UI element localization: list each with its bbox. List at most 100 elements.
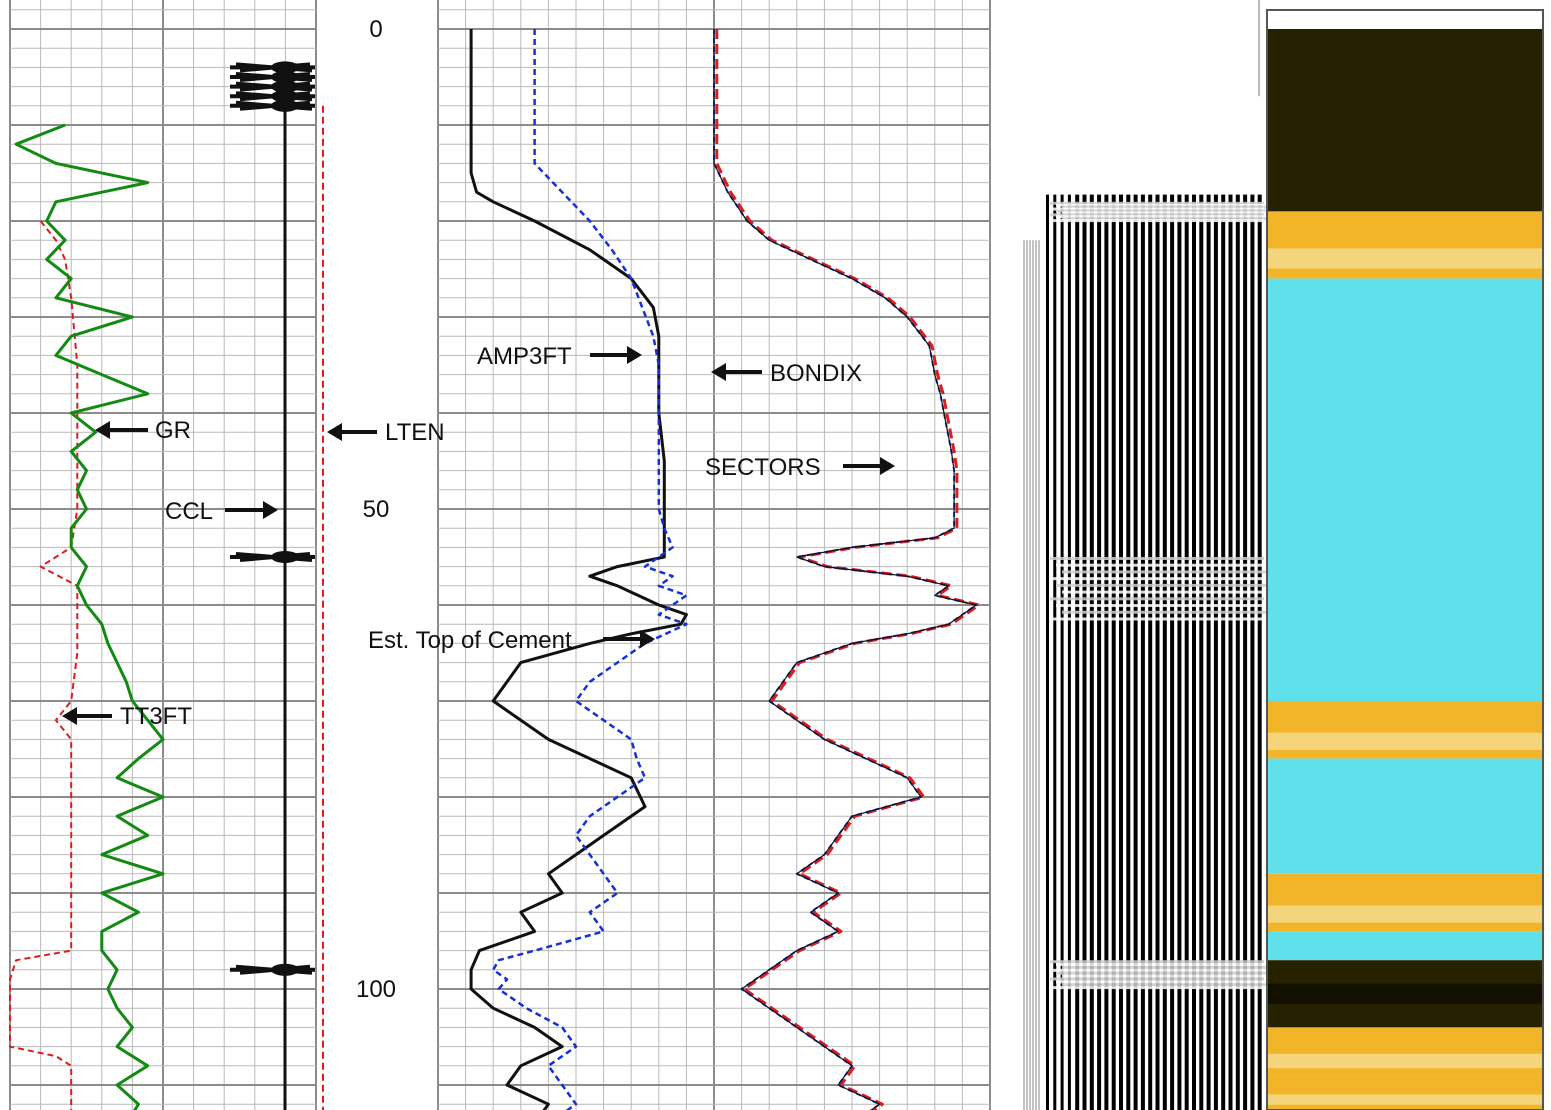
lten-label: LTEN <box>385 419 445 446</box>
log-grid <box>9 0 991 1110</box>
vdl-noise <box>1062 983 1276 987</box>
sectors-annotation: SECTORS <box>705 454 895 481</box>
vdl-stripe <box>1046 194 1049 1110</box>
vdl-noise <box>1056 963 1270 967</box>
cement-map-band-dark <box>1267 29 1543 212</box>
gr-arrowhead-icon <box>95 421 110 439</box>
tt3ft-label: TT3FT <box>120 703 192 730</box>
sectors-arrowhead-icon <box>880 457 895 475</box>
vdl-noise <box>1056 215 1270 219</box>
cement-map-core <box>1267 983 1543 1004</box>
cement-map-track <box>1266 9 1544 1110</box>
ccl-collar-mark <box>271 551 299 563</box>
vdl-noise <box>1050 201 1264 205</box>
vdl-waveform-track <box>1023 0 1276 1110</box>
bondix-arrowhead-icon <box>711 363 726 381</box>
vdl-noise <box>1056 971 1270 975</box>
vdl-stripe <box>1053 194 1057 1110</box>
vdl-stripe <box>1184 194 1189 1110</box>
vdl-stripe <box>1097 194 1102 1110</box>
vdl-noise <box>1062 965 1276 969</box>
amp3ft-annotation: AMP3FT <box>477 343 642 370</box>
vdl-stripe <box>1133 194 1138 1110</box>
ccl-collar-mark <box>271 71 299 83</box>
toc-annotation: Est. Top of Cement <box>368 627 655 654</box>
depth-label-50: 50 <box>363 496 390 523</box>
lten-annotation: LTEN <box>327 419 445 446</box>
cement-map-highlight <box>1267 1094 1543 1105</box>
cement-map-highlight <box>1267 732 1543 750</box>
cement-map-highlight <box>1267 905 1543 923</box>
vdl-stripe <box>1089 194 1094 1110</box>
bondix-annotation: BONDIX <box>711 360 862 387</box>
depth-label-100: 100 <box>356 976 396 1003</box>
vdl-noise <box>1050 213 1264 217</box>
vdl-noise <box>1056 980 1270 984</box>
vdl-stripe <box>1060 194 1064 1110</box>
amp3ft-arrowhead-icon <box>627 346 642 364</box>
vdl-stripe <box>1104 194 1109 1110</box>
vdl-stripe <box>1155 194 1160 1110</box>
toc-arrowhead-icon <box>640 630 655 648</box>
amp3ft-label: AMP3FT <box>477 343 572 370</box>
ccl-collar-mark <box>271 90 299 103</box>
ccl-arrowhead-icon <box>263 501 278 519</box>
vdl-noise <box>1050 557 1264 560</box>
vdl-noise <box>1050 597 1264 601</box>
bondix-label: BONDIX <box>770 360 862 387</box>
vdl-stripe <box>1243 194 1248 1110</box>
vdl-stripe <box>1162 194 1167 1110</box>
vdl-noise <box>1062 974 1276 978</box>
vdl-noise <box>1062 211 1276 215</box>
vdl-stripe <box>1148 194 1153 1110</box>
vdl-noise <box>1050 968 1264 972</box>
vdl-stripe <box>1213 194 1218 1110</box>
vdl-stripe <box>1126 194 1131 1110</box>
vdl-stripe <box>1067 194 1071 1110</box>
log-curves <box>9 29 981 1110</box>
vdl-noise <box>1056 604 1270 608</box>
vdl-stripe <box>1119 194 1123 1110</box>
vdl-noise <box>1062 590 1276 594</box>
vdl-stripe <box>1177 194 1182 1110</box>
vdl-stripe <box>1140 194 1145 1110</box>
vdl-noise <box>1050 577 1264 581</box>
ccl-label: CCL <box>165 498 213 525</box>
vdl-stripe <box>1235 194 1240 1110</box>
vdl-noise <box>1056 209 1270 213</box>
cement-map-band-cyan <box>1267 931 1543 961</box>
vdl-noise <box>1062 570 1276 574</box>
gr-annotation: GR <box>95 417 191 444</box>
vdl-stripe <box>1228 194 1233 1110</box>
vdl-stripe <box>1082 194 1087 1110</box>
sectors-curve-dark <box>713 29 977 1110</box>
vdl-stripe <box>1257 194 1262 1110</box>
vdl-stripe <box>1192 194 1196 1110</box>
vdl-stripe <box>1199 194 1204 1110</box>
gr-curve <box>14 123 165 1110</box>
cement-map-band-cyan <box>1267 758 1543 874</box>
amp3ft-curve <box>469 29 688 1110</box>
vdl-noise <box>1050 986 1264 990</box>
vdl-noise <box>1062 610 1276 614</box>
lten-arrowhead-icon <box>327 423 342 441</box>
bondix-curve <box>491 29 688 1110</box>
ccl-collar-mark <box>271 61 299 74</box>
vdl-noise <box>1050 977 1264 981</box>
tt3ft-curve <box>9 220 79 1110</box>
vdl-noise <box>1056 563 1270 567</box>
sectors-label: SECTORS <box>705 454 821 481</box>
vdl-noise <box>1050 207 1264 211</box>
ccl-collar-mark <box>271 80 299 93</box>
tt3ft-arrowhead-icon <box>62 707 77 725</box>
ccl-collar-mark <box>271 963 299 976</box>
toc-label: Est. Top of Cement <box>368 627 572 654</box>
vdl-noise <box>1056 583 1270 587</box>
vdl-stripe <box>1221 194 1226 1110</box>
vdl-noise <box>1062 205 1276 209</box>
ccl-collar-mark <box>271 99 299 112</box>
vdl-stripe <box>1075 194 1080 1110</box>
vdl-noise <box>1050 617 1264 621</box>
vdl-stripe <box>1111 194 1116 1110</box>
